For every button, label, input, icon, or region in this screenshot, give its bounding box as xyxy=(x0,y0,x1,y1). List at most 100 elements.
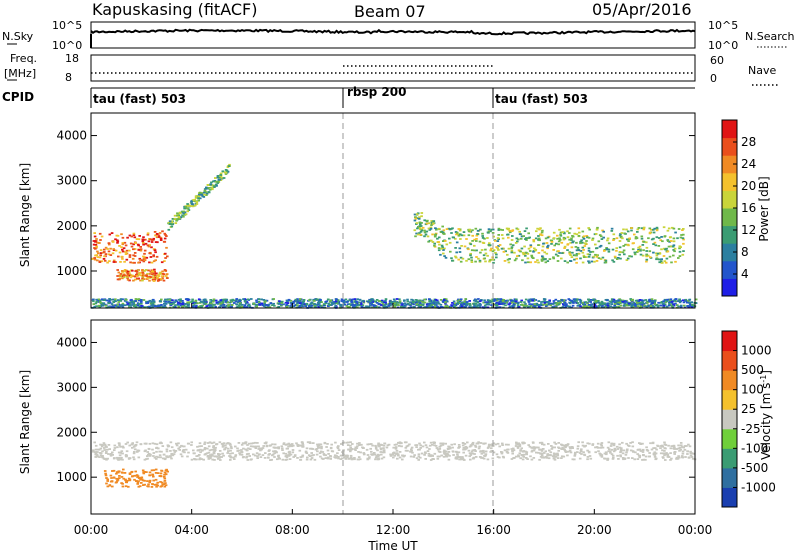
data-point xyxy=(186,299,189,301)
data-point xyxy=(640,301,643,304)
data-point xyxy=(527,306,530,309)
data-point xyxy=(431,233,434,236)
data-point xyxy=(251,445,255,448)
data-point xyxy=(96,259,99,262)
data-point xyxy=(178,211,182,214)
data-point xyxy=(451,446,454,449)
data-point xyxy=(400,304,403,307)
data-point xyxy=(357,444,361,446)
data-point xyxy=(556,457,560,459)
data-point xyxy=(326,443,329,445)
data-point xyxy=(467,230,471,233)
data-point xyxy=(289,299,293,302)
data-point xyxy=(571,301,575,304)
data-point xyxy=(186,455,189,458)
data-point xyxy=(148,299,152,302)
data-point xyxy=(158,272,162,275)
data-point xyxy=(98,232,102,235)
data-point xyxy=(148,442,152,445)
data-point xyxy=(678,456,681,459)
data-point xyxy=(133,474,136,477)
data-point xyxy=(537,244,540,246)
data-point xyxy=(529,245,533,248)
data-point xyxy=(463,443,467,445)
data-point xyxy=(430,224,433,226)
data-point xyxy=(667,444,670,447)
data-point xyxy=(477,257,480,260)
data-point xyxy=(206,184,210,186)
data-point xyxy=(253,454,257,457)
data-point xyxy=(194,197,198,199)
data-point xyxy=(689,305,693,308)
data-point xyxy=(223,298,227,301)
data-point xyxy=(474,298,477,301)
data-point xyxy=(578,303,582,306)
data-point xyxy=(132,234,136,236)
data-point xyxy=(578,298,582,301)
data-point xyxy=(305,447,309,450)
data-point xyxy=(544,237,548,240)
data-point xyxy=(632,305,636,308)
data-point xyxy=(464,454,468,457)
data-point xyxy=(539,233,542,236)
data-point xyxy=(205,186,208,189)
data-point xyxy=(125,275,129,277)
data-point xyxy=(185,303,188,305)
data-point xyxy=(487,230,491,233)
data-point xyxy=(259,456,263,458)
data-point xyxy=(478,260,482,263)
data-point xyxy=(633,303,637,305)
data-point xyxy=(125,258,129,261)
data-point xyxy=(135,474,139,476)
data-point xyxy=(127,477,131,480)
data-point xyxy=(124,485,128,488)
data-point xyxy=(460,303,463,306)
data-point xyxy=(247,442,251,445)
data-point xyxy=(166,470,169,473)
data-point xyxy=(638,299,642,301)
data-point xyxy=(487,445,491,447)
data-point xyxy=(560,299,564,301)
data-point xyxy=(416,212,420,215)
data-point xyxy=(458,458,461,461)
data-point xyxy=(354,446,358,449)
data-point xyxy=(163,477,167,480)
data-point xyxy=(566,249,569,251)
data-point xyxy=(419,306,422,308)
data-point xyxy=(555,305,558,308)
data-point xyxy=(528,250,532,252)
data-point xyxy=(627,457,630,459)
data-point xyxy=(172,453,176,455)
data-point xyxy=(460,234,464,237)
data-point xyxy=(533,303,537,306)
data-point xyxy=(112,259,116,262)
data-point xyxy=(660,236,663,238)
data-point xyxy=(420,215,423,218)
data-point xyxy=(100,235,104,238)
data-point xyxy=(329,447,333,450)
data-point xyxy=(347,448,350,451)
data-point xyxy=(527,247,531,250)
data-point xyxy=(690,456,694,458)
data-point xyxy=(469,454,473,456)
data-point xyxy=(238,305,241,307)
data-point xyxy=(644,455,648,458)
data-point xyxy=(357,456,361,458)
data-point xyxy=(554,443,558,445)
data-point xyxy=(550,448,554,450)
data-point xyxy=(587,247,591,250)
data-point xyxy=(618,246,622,249)
data-point xyxy=(478,240,482,243)
data-point xyxy=(175,444,179,447)
data-point xyxy=(193,452,196,455)
data-point xyxy=(242,298,245,300)
data-point xyxy=(369,447,372,450)
data-point xyxy=(553,244,556,247)
data-point xyxy=(428,444,432,447)
data-point xyxy=(568,446,572,448)
data-point xyxy=(267,456,270,459)
data-point xyxy=(234,445,237,448)
data-point xyxy=(360,303,363,305)
data-point xyxy=(520,247,524,250)
